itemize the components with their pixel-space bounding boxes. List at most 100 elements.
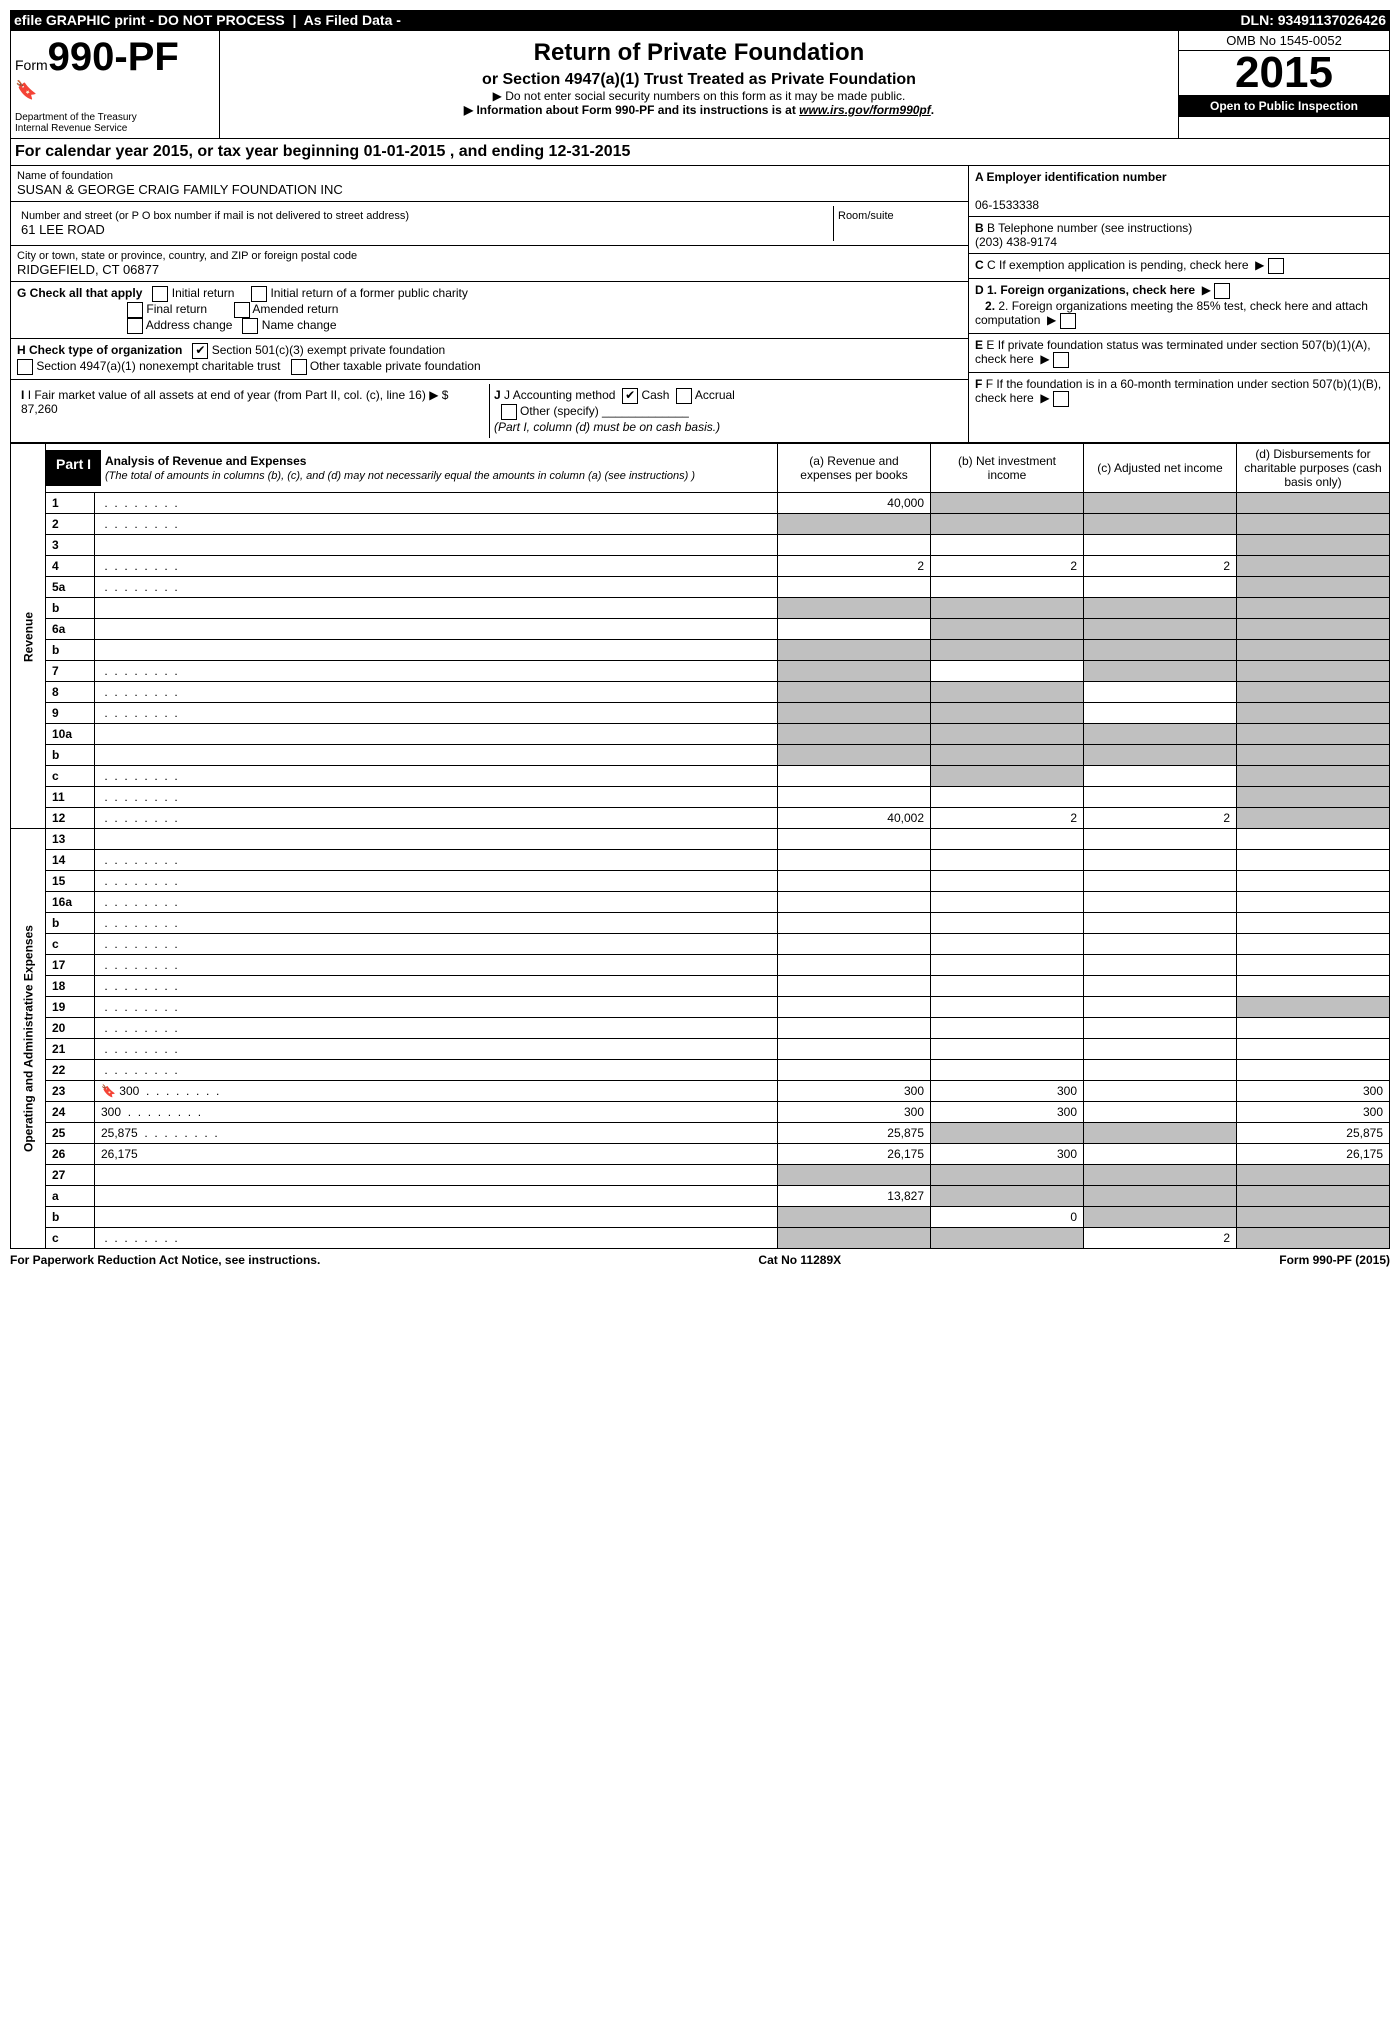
col-b-value	[931, 703, 1084, 724]
c-label: C If exemption application is pending, c…	[987, 258, 1249, 272]
g-opt-2: Final return	[146, 302, 207, 316]
60month-checkbox[interactable]	[1053, 391, 1069, 407]
col-a-value	[778, 745, 931, 766]
line-row: 12 . . . . . . . .40,00222	[11, 808, 1390, 829]
top-bar-left: efile GRAPHIC print - DO NOT PROCESS | A…	[14, 12, 1240, 28]
col-b-value	[931, 997, 1084, 1018]
line-description: . . . . . . . .	[95, 997, 778, 1018]
col-d-value	[1237, 997, 1390, 1018]
address-change-checkbox[interactable]	[127, 318, 143, 334]
col-c-value	[1084, 598, 1237, 619]
line-number: b	[46, 745, 95, 766]
foreign-org-checkbox[interactable]	[1214, 283, 1230, 299]
col-a-value	[778, 997, 931, 1018]
col-d-value	[1237, 1165, 1390, 1186]
col-d-value	[1237, 1060, 1390, 1081]
line-row: 7 . . . . . . . .	[11, 661, 1390, 682]
line-row: 19 . . . . . . . .	[11, 997, 1390, 1018]
col-c-value	[1084, 682, 1237, 703]
col-d-value	[1237, 661, 1390, 682]
amended-checkbox[interactable]	[234, 302, 250, 318]
col-b-value	[931, 745, 1084, 766]
col-d-value	[1237, 514, 1390, 535]
col-a-value	[778, 1018, 931, 1039]
d-cell: D 1. Foreign organizations, check here ▶…	[969, 279, 1389, 334]
exemption-pending-checkbox[interactable]	[1268, 258, 1284, 274]
i-j-row: I I Fair market value of all assets at e…	[11, 380, 968, 442]
col-a-value	[778, 1207, 931, 1228]
col-d-value	[1237, 1207, 1390, 1228]
line-number: 23	[46, 1081, 95, 1102]
dln: DLN: 93491137026426	[1240, 12, 1386, 28]
e-cell: E E If private foundation status was ter…	[969, 334, 1389, 373]
col-b-value	[931, 871, 1084, 892]
city-value: RIDGEFIELD, CT 06877	[17, 262, 962, 277]
other-method-checkbox[interactable]	[501, 404, 517, 420]
h-label: H Check type of organization	[17, 343, 182, 357]
col-b-value: 300	[931, 1144, 1084, 1165]
col-b-value	[931, 1018, 1084, 1039]
col-a-value	[778, 640, 931, 661]
line-description: 26,175	[95, 1144, 778, 1165]
line-row: 9 . . . . . . . .	[11, 703, 1390, 724]
f-label: F If the foundation is in a 60-month ter…	[975, 377, 1381, 405]
line-description: . . . . . . . .	[95, 703, 778, 724]
expenses-side-label: Operating and Administrative Expenses	[11, 829, 46, 1249]
col-c-value	[1084, 829, 1237, 850]
phone-cell: B B Telephone number (see instructions) …	[969, 217, 1389, 254]
col-d-value	[1237, 1228, 1390, 1249]
line-description	[95, 535, 778, 556]
final-return-checkbox[interactable]	[127, 302, 143, 318]
other-taxable-checkbox[interactable]	[291, 359, 307, 375]
col-c-value	[1084, 1060, 1237, 1081]
line-row: 23🔖 300 . . . . . . . .300300300	[11, 1081, 1390, 1102]
col-a-value	[778, 892, 931, 913]
4947-checkbox[interactable]	[17, 359, 33, 375]
col-d-value	[1237, 1018, 1390, 1039]
revenue-side-label: Revenue	[11, 444, 46, 829]
accrual-checkbox[interactable]	[676, 388, 692, 404]
col-c-value	[1084, 1207, 1237, 1228]
line-description: . . . . . . . .	[95, 661, 778, 682]
col-c-value	[1084, 1144, 1237, 1165]
line-number: 24	[46, 1102, 95, 1123]
501c3-checkbox[interactable]	[192, 343, 208, 359]
line-description	[95, 1207, 778, 1228]
line-description: . . . . . . . .	[95, 892, 778, 913]
j-note: (Part I, column (d) must be on cash basi…	[494, 420, 720, 434]
cash-checkbox[interactable]	[622, 388, 638, 404]
line-row: 17 . . . . . . . .	[11, 955, 1390, 976]
status-terminated-checkbox[interactable]	[1053, 352, 1069, 368]
foundation-name: SUSAN & GEORGE CRAIG FAMILY FOUNDATION I…	[17, 182, 962, 197]
initial-former-checkbox[interactable]	[251, 286, 267, 302]
col-a-value: 300	[778, 1081, 931, 1102]
col-d-value	[1237, 850, 1390, 871]
h-check-cell: H Check type of organization Section 501…	[11, 339, 968, 380]
col-a-value	[778, 934, 931, 955]
col-a-value	[778, 661, 931, 682]
form-ref: Form 990-PF (2015)	[1279, 1253, 1390, 1267]
85pct-checkbox[interactable]	[1060, 313, 1076, 329]
col-c-header: (c) Adjusted net income	[1084, 444, 1237, 493]
col-c-value	[1084, 745, 1237, 766]
line-number: b	[46, 598, 95, 619]
line-number: 7	[46, 661, 95, 682]
line-description: . . . . . . . .	[95, 577, 778, 598]
line-row: 5a . . . . . . . .	[11, 577, 1390, 598]
col-d-value	[1237, 703, 1390, 724]
col-b-value	[931, 1039, 1084, 1060]
col-c-value	[1084, 934, 1237, 955]
line-row: 11 . . . . . . . .	[11, 787, 1390, 808]
line-row: 10a	[11, 724, 1390, 745]
col-d-value	[1237, 955, 1390, 976]
col-a-value	[778, 682, 931, 703]
col-d-value	[1237, 1039, 1390, 1060]
line-row: 22 . . . . . . . .	[11, 1060, 1390, 1081]
line-number: 10a	[46, 724, 95, 745]
col-b-value	[931, 913, 1084, 934]
name-change-checkbox[interactable]	[242, 318, 258, 334]
line-description: . . . . . . . .	[95, 766, 778, 787]
line-description: 🔖 300 . . . . . . . .	[95, 1081, 778, 1102]
irs-link[interactable]: www.irs.gov/form990pf	[799, 103, 931, 117]
initial-return-checkbox[interactable]	[152, 286, 168, 302]
